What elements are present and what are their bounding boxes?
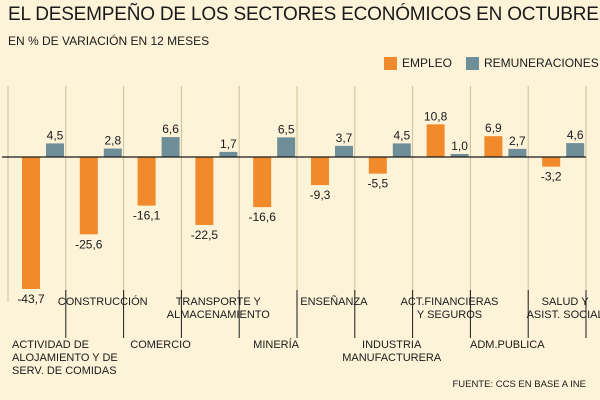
legend-swatch-remuneraciones xyxy=(466,56,480,70)
bar-remuneraciones xyxy=(335,145,353,157)
bar-remuneraciones xyxy=(566,143,585,157)
bar-empleo xyxy=(195,157,214,225)
category-label: ALOJAMIENTO Y DE xyxy=(12,352,118,364)
bar-remuneraciones xyxy=(161,137,180,157)
legend: EMPLEO REMUNERACIONES xyxy=(384,56,600,70)
bar-empleo xyxy=(137,157,156,206)
bar-empleo xyxy=(22,157,40,289)
category-label: TRANSPORTE Y xyxy=(176,296,262,308)
bar-remuneraciones xyxy=(508,148,527,157)
data-label-empleo: 10,8 xyxy=(424,109,448,123)
category-label: ACTIVIDAD DE xyxy=(12,339,89,351)
data-label-remuneraciones: 3,7 xyxy=(336,131,353,145)
data-label-empleo: -9,3 xyxy=(310,188,331,202)
chart-title: EL DESEMPEÑO DE LOS SECTORES ECONÓMICOS … xyxy=(8,4,599,25)
bar-remuneraciones xyxy=(392,143,411,157)
bar-empleo xyxy=(368,157,387,174)
data-label-empleo: -43,7 xyxy=(17,292,45,306)
data-label-empleo: -22,5 xyxy=(191,228,219,242)
data-label-remuneraciones: 2,7 xyxy=(509,134,526,148)
bar-remuneraciones xyxy=(277,137,296,157)
data-label-empleo: -16,6 xyxy=(249,210,277,224)
category-label: ASIST. SOCIAL xyxy=(527,309,600,321)
category-label: ACT.FINANCIERAS xyxy=(401,296,499,308)
data-label-remuneraciones: 2,8 xyxy=(104,134,121,148)
legend-item-empleo: EMPLEO xyxy=(384,56,452,70)
category-label: MINERÍA xyxy=(253,338,300,351)
bar-empleo xyxy=(311,157,329,186)
category-label: ADM.PUBLICA xyxy=(470,339,545,351)
bar-empleo xyxy=(79,157,98,235)
data-label-remuneraciones: 1,7 xyxy=(220,137,237,151)
data-label-empleo: -5,5 xyxy=(367,177,388,191)
legend-label-remuneraciones: REMUNERACIONES xyxy=(484,56,599,70)
data-label-remuneraciones: 1,0 xyxy=(451,139,468,153)
data-label-empleo: 6,9 xyxy=(485,121,502,135)
data-label-remuneraciones: 4,5 xyxy=(393,128,410,142)
data-label-remuneraciones: 6,5 xyxy=(278,122,295,136)
bar-empleo xyxy=(542,157,561,167)
category-label: INDUSTRIA xyxy=(362,339,422,351)
category-label: ENSEÑANZA xyxy=(300,295,368,308)
legend-swatch-empleo xyxy=(384,56,397,70)
bar-empleo xyxy=(484,136,503,157)
bar-remuneraciones xyxy=(103,148,122,157)
data-label-remuneraciones: 6,6 xyxy=(162,122,179,136)
data-label-empleo: -3,2 xyxy=(541,170,562,184)
category-label: SERV. DE COMIDAS xyxy=(12,365,117,377)
data-label-empleo: -25,6 xyxy=(75,237,103,251)
category-label: Y SEGUROS xyxy=(417,309,482,321)
bar-remuneraciones xyxy=(219,151,238,157)
legend-item-remuneraciones: REMUNERACIONES xyxy=(466,56,599,70)
source-note: FUENTE: CCS EN BASE A INE xyxy=(452,379,586,390)
category-label: CONSTRUCCIÓN xyxy=(58,295,148,308)
data-label-remuneraciones: 4,6 xyxy=(567,128,584,142)
data-label-empleo: -16,1 xyxy=(133,209,161,223)
bar-empleo xyxy=(253,157,272,208)
category-label: ALMACENAMIENTO xyxy=(167,309,271,321)
bar-remuneraciones xyxy=(450,153,469,157)
data-label-remuneraciones: 4,5 xyxy=(47,128,64,142)
category-label: MANUFACTURERA xyxy=(342,352,442,364)
chart-subtitle: EN % DE VARIACIÓN EN 12 MESES xyxy=(8,34,210,48)
legend-label-empleo: EMPLEO xyxy=(402,56,453,70)
bar-remuneraciones xyxy=(46,143,64,157)
bar-empleo xyxy=(426,124,445,157)
category-label: COMERCIO xyxy=(130,339,191,351)
category-label: SALUD Y xyxy=(542,296,590,308)
